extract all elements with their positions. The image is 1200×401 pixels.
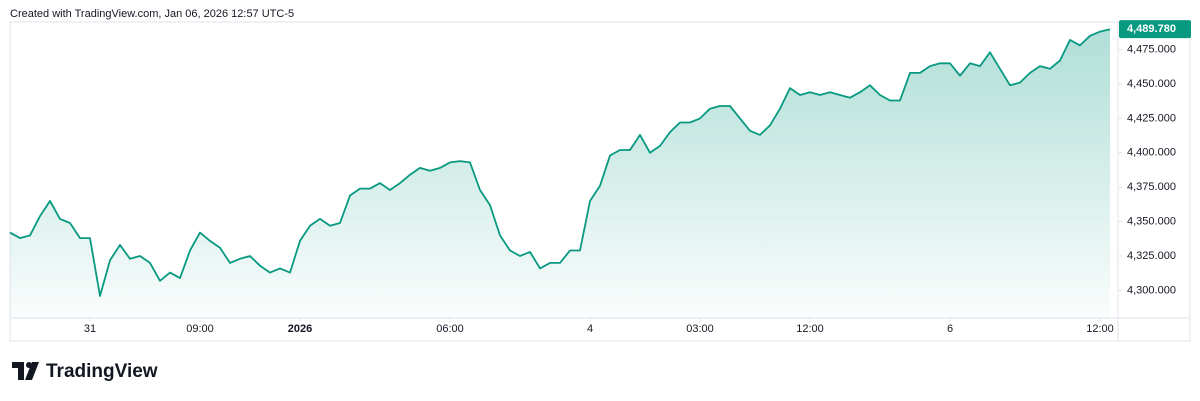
y-tick-label: 4,350.000 bbox=[1127, 216, 1176, 228]
x-tick-label: 31 bbox=[84, 323, 96, 335]
price-line bbox=[9, 28, 1111, 297]
x-tick-label: 06:00 bbox=[436, 323, 464, 335]
y-tick-label: 4,475.000 bbox=[1127, 43, 1176, 55]
last-price-label: 4,489.780 bbox=[1127, 23, 1176, 35]
last-price-badge bbox=[1119, 20, 1191, 39]
x-tick-label: 2026 bbox=[288, 323, 312, 335]
y-tick-label: 4,425.000 bbox=[1127, 112, 1176, 124]
area-fill bbox=[10, 29, 1110, 318]
logo bbox=[12, 362, 39, 380]
y-tick-label: 4,300.000 bbox=[1127, 284, 1176, 296]
brand: TradingView bbox=[46, 361, 158, 382]
pane-border bbox=[9, 21, 1191, 342]
x-tick-label: 03:00 bbox=[686, 323, 714, 335]
caption: Created with TradingView.com, Jan 06, 20… bbox=[10, 8, 294, 20]
x-tick-label: 12:00 bbox=[1086, 323, 1114, 335]
y-tick-label: 4,325.000 bbox=[1127, 250, 1176, 262]
y-tick-label: 4,400.000 bbox=[1127, 147, 1176, 159]
y-tick-label: 4,375.000 bbox=[1127, 181, 1176, 193]
x-tick-label: 09:00 bbox=[186, 323, 214, 335]
x-tick-label: 6 bbox=[947, 323, 953, 335]
x-tick-label: 12:00 bbox=[796, 323, 824, 335]
y-tick-label: 4,450.000 bbox=[1127, 78, 1176, 90]
x-tick-label: 4 bbox=[587, 323, 593, 335]
